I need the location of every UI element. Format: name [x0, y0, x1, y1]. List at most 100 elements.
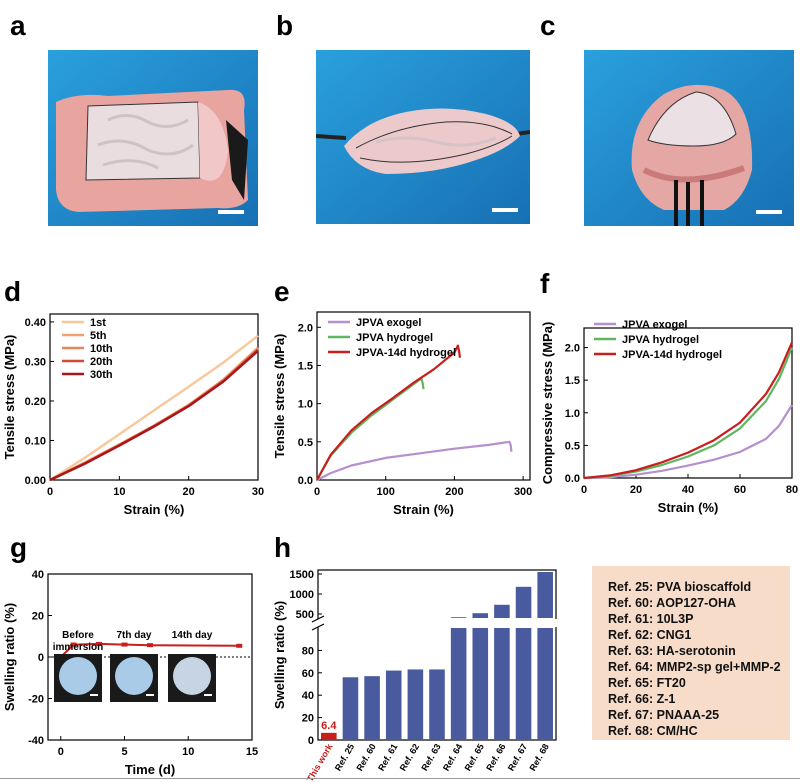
- tissue-photo-c-icon: [584, 50, 794, 226]
- series-line: [316, 344, 461, 481]
- bar: [450, 628, 467, 740]
- legend-label: 5th: [90, 330, 107, 342]
- legend-label: JPVA hydrogel: [622, 334, 699, 346]
- reference-item: Ref. 61: 10L3P: [608, 612, 694, 626]
- series-line: [583, 347, 794, 480]
- photo-a: [48, 50, 258, 226]
- x-axis-label: Strain (%): [393, 502, 454, 517]
- y-tick-label: 0.5: [565, 440, 580, 452]
- y-tick-label: 1000: [290, 589, 314, 601]
- panel-label-d: d: [4, 276, 22, 307]
- y-tick-label: 0: [308, 735, 314, 747]
- x-tick-label: 300: [514, 486, 532, 498]
- inset-scale-bar: [146, 694, 154, 696]
- break-mark: [311, 623, 325, 631]
- panel-label-e: e: [274, 276, 290, 307]
- chart-e: 0 100 200 300 0.0 0.5 1.0 1.5 2.0 Strain (%) Tensi…: [272, 311, 532, 517]
- photo-c: [584, 50, 794, 226]
- data-point: [70, 642, 77, 647]
- y-tick-label: 0: [38, 652, 44, 664]
- reference-item: Ref. 62: CNG1: [608, 628, 692, 642]
- y-tick-label: 2.0: [565, 343, 580, 355]
- scale-bar-c: [756, 210, 782, 214]
- data-point: [121, 642, 128, 647]
- bar: [515, 586, 532, 618]
- panel-label-c: c: [540, 10, 556, 41]
- inset-label: immersion: [53, 642, 104, 653]
- chart-d: 0 10 20 30 0.00 0.10 0.20 0.30 0.40 Strain (%) Ten…: [2, 313, 264, 517]
- panel-label-f: f: [540, 268, 550, 299]
- x-tick-label: 5: [121, 746, 127, 758]
- legend-label: JPVA exogel: [356, 317, 421, 329]
- x-tick-label: Ref. 25: [333, 742, 356, 773]
- x-axis-label: Time (d): [125, 762, 175, 777]
- y-tick-label: 0.20: [25, 396, 46, 408]
- x-tick-label: 0: [581, 484, 587, 496]
- x-tick-label: 15: [246, 746, 258, 758]
- x-tick-label: 10: [113, 486, 125, 498]
- data-point: [236, 643, 243, 648]
- y-tick-label: 0.0: [298, 475, 313, 487]
- bar: [515, 628, 532, 740]
- x-axis-label: Strain (%): [658, 500, 719, 515]
- x-tick-label: 0: [47, 486, 53, 498]
- x-tick-label: 0: [314, 486, 320, 498]
- y-tick-label: 20: [302, 713, 314, 725]
- x-tick-label: 200: [445, 486, 463, 498]
- x-tick-label: 80: [786, 484, 798, 496]
- panel-label-b: b: [276, 10, 294, 41]
- reference-box: Ref. 25: PVA bioscaffold Ref. 60: AOP127…: [592, 566, 790, 740]
- data-point: [96, 641, 102, 646]
- x-tick-label: 0: [58, 746, 64, 758]
- series-line: [316, 440, 513, 481]
- bar: [429, 669, 445, 740]
- x-tick-label: Ref. 64: [441, 742, 464, 773]
- y-tick-label: 2.0: [298, 322, 313, 334]
- x-tick-label: This work: [305, 741, 335, 782]
- x-tick-label: Ref. 65: [463, 742, 486, 773]
- x-axis-label: Strain (%): [124, 502, 185, 517]
- panel-label-g: g: [10, 532, 28, 563]
- chart-f: 0 20 40 60 80 0.0 0.5 1.0 1.5 2.0 Strain (%) Compre…: [540, 319, 798, 515]
- inset-scale-bar: [204, 694, 212, 696]
- plot-frame: [49, 313, 259, 481]
- x-tick-label: 60: [734, 484, 746, 496]
- panel-label-h: h: [274, 532, 292, 563]
- reference-item: Ref. 64: MMP2-sp gel+MMP-2: [608, 660, 781, 674]
- break-mark: [311, 615, 325, 623]
- bar: [537, 628, 553, 740]
- bottom-divider: [0, 778, 800, 779]
- x-tick-label: 30: [252, 486, 264, 498]
- panel-label-a: a: [10, 10, 26, 41]
- y-axis-label: Tensile stress (MPa): [272, 334, 287, 459]
- x-tick-label: Ref. 66: [484, 742, 507, 773]
- tissue-photo-b-icon: [316, 50, 530, 224]
- y-tick-label: 1.5: [298, 360, 313, 372]
- y-axis-label: Swelling ratio (%): [2, 603, 17, 711]
- x-tick-label: Ref. 68: [527, 742, 550, 773]
- x-tick-label: Ref. 61: [376, 742, 399, 773]
- series-line: [583, 404, 793, 480]
- reference-item: Ref. 66: Z-1: [608, 692, 676, 706]
- data-label: 6.4: [321, 720, 337, 732]
- reference-item: Ref. 65: FT20: [608, 676, 686, 690]
- y-tick-label: 20: [32, 611, 44, 623]
- y-tick-label: 1500: [290, 569, 314, 581]
- y-axis-label: Tensile stress (MPa): [2, 335, 17, 460]
- inset-disc: [173, 657, 211, 695]
- bar: [494, 604, 510, 618]
- x-tick-label: Ref. 67: [506, 742, 529, 773]
- x-tick-label: 20: [183, 486, 195, 498]
- bar: [321, 732, 337, 740]
- bar: [450, 617, 467, 618]
- x-tick-label: 20: [630, 484, 642, 496]
- inset-label: 7th day: [116, 630, 151, 641]
- inset-disc: [115, 657, 153, 695]
- plot-frame: [316, 311, 531, 481]
- reference-item: Ref. 63: HA-serotonin: [608, 644, 736, 658]
- y-tick-label: 1.0: [565, 408, 580, 420]
- y-tick-label: 1.0: [298, 399, 313, 411]
- photo-b: [316, 50, 530, 224]
- legend-label: 20th: [90, 356, 113, 368]
- legend-label: 10th: [90, 343, 113, 355]
